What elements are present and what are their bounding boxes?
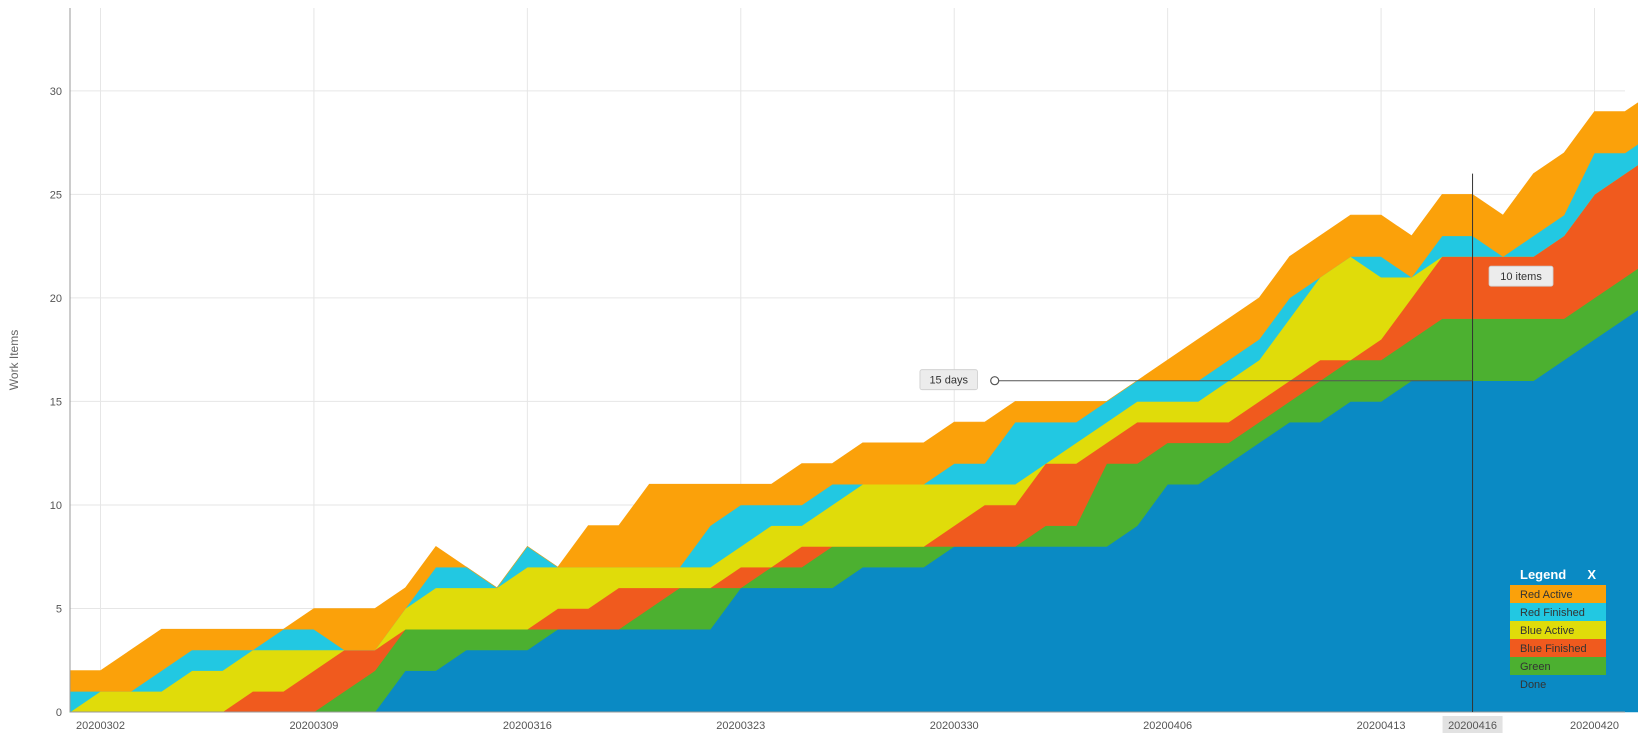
annotation-box	[919, 369, 978, 391]
x-tick-label: 20200420	[1570, 720, 1619, 732]
reference-point	[990, 376, 1000, 386]
date-marker: 20200416	[990, 173, 1503, 733]
x-tick-label: 20200309	[289, 720, 338, 732]
legend-swatch	[1510, 657, 1606, 675]
y-tick-label: 15	[50, 396, 62, 408]
x-tick-label: 20200330	[930, 720, 979, 732]
y-tick-label: 0	[56, 707, 62, 719]
x-tick-label: 20200323	[716, 720, 765, 732]
annotations: 15 days 10 items	[919, 265, 1554, 391]
y-tick-label: 25	[50, 189, 62, 201]
legend-title: Legend	[1520, 567, 1566, 582]
area-red-active	[69, 102, 1638, 692]
legend-swatch	[1510, 603, 1606, 621]
annotation-label: 15 days	[929, 375, 968, 387]
legend-item[interactable]: Red Finished	[1520, 607, 1585, 619]
x-tick-label: 20200316	[503, 720, 552, 732]
legend-swatch	[1510, 585, 1606, 603]
legend-item[interactable]: Green	[1520, 661, 1551, 673]
axes: 0 5 10 15 20 25 30 20200302 20200309 20200316 2020…	[50, 8, 1625, 732]
y-tick-label: 30	[50, 86, 62, 98]
annotation-box	[1488, 265, 1554, 287]
legend-item[interactable]: Blue Active	[1520, 625, 1574, 637]
y-axis-label: Work Items	[7, 330, 21, 390]
legend-swatch	[1510, 639, 1606, 657]
legend-swatch	[1510, 675, 1606, 693]
y-tick-label: 10	[50, 500, 62, 512]
y-tick-label: 20	[50, 293, 62, 305]
legend-item[interactable]: Done	[1520, 679, 1546, 691]
x-tick-label: 20200413	[1357, 720, 1406, 732]
annotation-label: 10 items	[1500, 271, 1542, 283]
marker-label: 20200416	[1448, 720, 1497, 732]
legend-swatch	[1510, 621, 1606, 639]
marker-label-background	[1442, 716, 1503, 733]
y-tick-label: 5	[56, 603, 62, 615]
legend-item[interactable]: Red Active	[1520, 589, 1573, 601]
x-tick-label: 20200406	[1143, 720, 1192, 732]
x-tick-label: 20200302	[76, 720, 125, 732]
legend-item[interactable]: Blue Finished	[1520, 643, 1587, 655]
legend: Legend X Red Active Red Finished Blue Active…	[1508, 563, 1608, 699]
legend-close-button[interactable]: X	[1587, 567, 1596, 582]
